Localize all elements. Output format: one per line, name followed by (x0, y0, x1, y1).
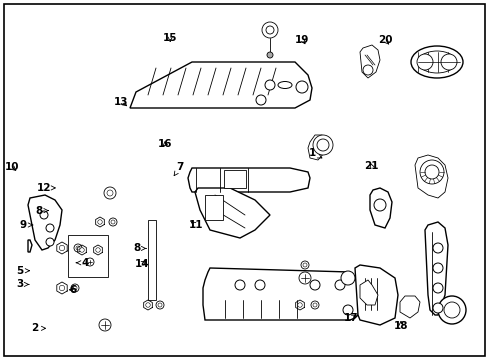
Polygon shape (28, 240, 32, 252)
Circle shape (99, 319, 111, 331)
Circle shape (107, 190, 113, 196)
Bar (204, 195, 223, 220)
Circle shape (303, 263, 306, 267)
Circle shape (98, 220, 102, 224)
Text: 20: 20 (377, 35, 392, 45)
Text: 13: 13 (114, 96, 128, 107)
Polygon shape (399, 296, 419, 318)
Text: 1: 1 (308, 148, 321, 158)
Circle shape (301, 261, 308, 269)
Circle shape (334, 280, 345, 290)
Circle shape (46, 224, 54, 232)
Circle shape (312, 135, 332, 155)
Text: 12: 12 (37, 183, 55, 193)
Text: 14: 14 (134, 258, 149, 269)
Ellipse shape (278, 81, 291, 89)
Circle shape (297, 303, 302, 307)
Circle shape (76, 246, 80, 250)
Circle shape (145, 303, 150, 307)
Polygon shape (307, 135, 327, 160)
Circle shape (96, 248, 100, 252)
Circle shape (235, 280, 244, 290)
Circle shape (309, 280, 319, 290)
Circle shape (46, 238, 54, 246)
Circle shape (59, 245, 64, 251)
Polygon shape (187, 168, 309, 192)
Circle shape (111, 220, 115, 224)
Circle shape (310, 301, 318, 309)
Circle shape (59, 285, 64, 291)
Polygon shape (359, 280, 377, 305)
Circle shape (254, 280, 264, 290)
Polygon shape (28, 195, 62, 250)
Ellipse shape (410, 46, 462, 78)
Circle shape (432, 263, 442, 273)
Circle shape (158, 303, 162, 307)
Polygon shape (354, 265, 397, 325)
Polygon shape (130, 62, 311, 108)
Text: 4: 4 (76, 258, 89, 268)
Circle shape (256, 95, 265, 105)
Text: 5: 5 (16, 266, 29, 276)
Text: 10: 10 (5, 162, 20, 172)
Circle shape (437, 296, 465, 324)
Circle shape (104, 187, 116, 199)
Circle shape (74, 244, 82, 252)
Text: 16: 16 (158, 139, 172, 149)
Text: 3: 3 (16, 279, 29, 289)
Text: 19: 19 (294, 35, 309, 45)
Circle shape (298, 272, 310, 284)
Circle shape (373, 199, 385, 211)
Circle shape (295, 81, 307, 93)
Circle shape (443, 302, 459, 318)
Text: 18: 18 (393, 321, 407, 331)
Polygon shape (203, 268, 359, 320)
Circle shape (40, 211, 48, 219)
Text: 2: 2 (32, 323, 45, 333)
Circle shape (266, 52, 272, 58)
Text: 6: 6 (69, 285, 77, 295)
Circle shape (86, 258, 94, 266)
Circle shape (362, 65, 372, 75)
Text: 8: 8 (133, 243, 146, 253)
Text: 15: 15 (163, 33, 177, 43)
Polygon shape (414, 155, 447, 198)
Polygon shape (424, 222, 447, 315)
Polygon shape (195, 188, 269, 238)
Circle shape (312, 303, 316, 307)
Polygon shape (359, 45, 379, 78)
Circle shape (432, 283, 442, 293)
Circle shape (71, 284, 79, 292)
Bar (148, 220, 156, 300)
Bar (68, 235, 108, 277)
Polygon shape (369, 188, 391, 228)
Circle shape (342, 305, 352, 315)
Circle shape (80, 248, 84, 252)
Circle shape (262, 22, 278, 38)
Text: 17: 17 (343, 312, 358, 323)
Circle shape (156, 301, 163, 309)
Circle shape (264, 80, 274, 90)
Circle shape (109, 218, 117, 226)
Text: 9: 9 (20, 220, 33, 230)
Circle shape (419, 160, 443, 184)
Circle shape (432, 303, 442, 313)
Circle shape (440, 54, 456, 70)
Text: 8: 8 (36, 206, 48, 216)
Circle shape (432, 243, 442, 253)
Circle shape (416, 54, 432, 70)
Text: 11: 11 (188, 220, 203, 230)
Ellipse shape (417, 51, 455, 73)
Circle shape (265, 26, 273, 34)
Text: 21: 21 (364, 161, 378, 171)
Circle shape (340, 271, 354, 285)
Circle shape (73, 286, 77, 290)
Circle shape (424, 165, 438, 179)
Bar (224, 170, 245, 188)
Circle shape (316, 139, 328, 151)
Text: 7: 7 (174, 162, 183, 176)
